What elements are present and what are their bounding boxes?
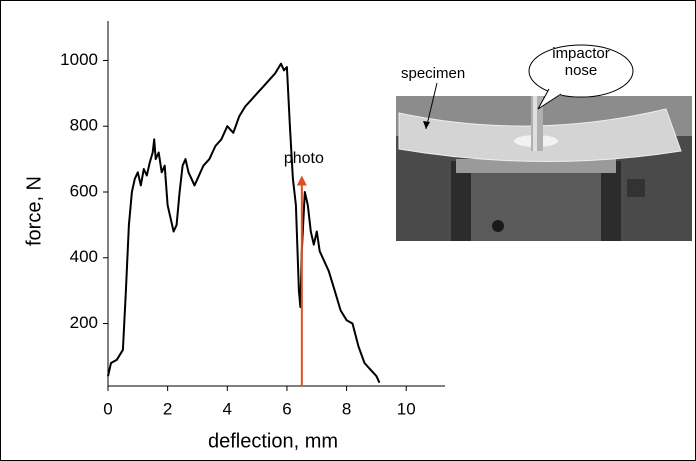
y-axis-label: force, N (23, 176, 45, 246)
callout-tail (537, 88, 562, 110)
annotation-arrowhead (296, 175, 307, 186)
x-tick-label: 2 (163, 399, 172, 418)
callout-label: impactor nose (552, 45, 610, 79)
y-tick-label: 1000 (60, 50, 98, 69)
data-line (107, 62, 381, 384)
x-tick-label: 6 (282, 399, 291, 418)
annotation-label: photo (284, 150, 324, 167)
y-tick-label: 800 (70, 116, 98, 135)
x-tick-label: 4 (223, 399, 232, 418)
callout-bubble (528, 44, 634, 98)
y-tick-label: 600 (70, 181, 98, 200)
photo (396, 82, 692, 241)
y-tick-label: 200 (70, 313, 98, 332)
y-tick-label: 400 (70, 247, 98, 266)
specimen-label: specimen (401, 65, 465, 82)
x-tick-label: 8 (342, 399, 351, 418)
x-tick-label: 0 (103, 399, 112, 418)
x-tick-label: 10 (397, 399, 416, 418)
x-axis-label: deflection, mm (208, 430, 338, 452)
